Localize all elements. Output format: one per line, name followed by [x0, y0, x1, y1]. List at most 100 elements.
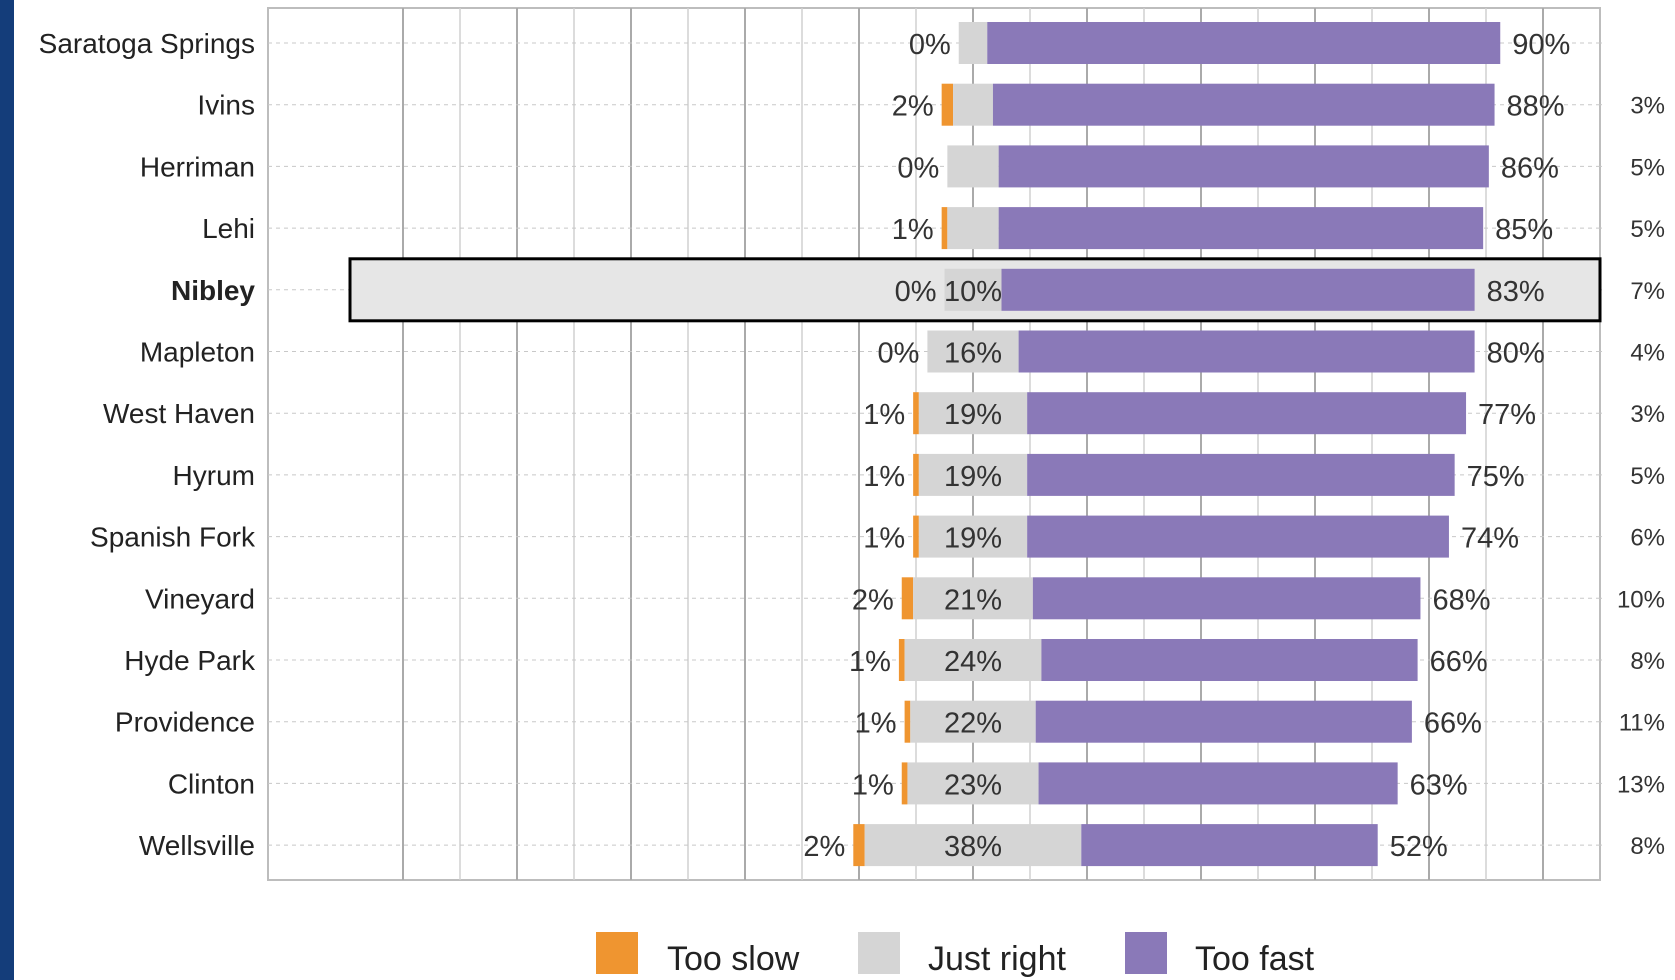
legend-swatch-2	[1125, 932, 1167, 974]
category-label-0: Saratoga Springs	[39, 28, 255, 59]
bar-too-fast-5	[1018, 330, 1475, 373]
too-fast-value-8: 74%	[1461, 523, 1519, 555]
category-label-6: West Haven	[103, 398, 255, 429]
category-label-1: Ivins	[197, 90, 255, 121]
too-slow-value-7: 1%	[863, 461, 905, 493]
bar-just-right-13	[864, 824, 1082, 867]
bar-too-slow-11	[904, 700, 911, 743]
bar-too-slow-6	[913, 392, 919, 435]
category-label-9: Vineyard	[145, 583, 255, 614]
right-column-value-3: 5%	[1630, 216, 1665, 243]
bar-just-right-2	[947, 145, 999, 188]
bar-just-right-6	[918, 392, 1028, 435]
too-fast-value-13: 52%	[1390, 831, 1448, 863]
bar-just-right-8	[918, 515, 1028, 558]
bar-just-right-0	[958, 22, 988, 64]
bar-too-fast-11	[1035, 700, 1412, 743]
bar-too-slow-3	[941, 207, 948, 250]
category-label-5: Mapleton	[140, 337, 255, 368]
just-right-value-13: 38%	[944, 831, 1002, 863]
too-fast-value-12: 63%	[1410, 769, 1468, 801]
too-fast-value-5: 80%	[1487, 338, 1545, 370]
too-fast-value-3: 85%	[1495, 214, 1553, 246]
bar-too-slow-12	[901, 762, 908, 805]
bar-too-fast-9	[1032, 577, 1421, 620]
too-fast-value-2: 86%	[1501, 152, 1559, 184]
just-right-value-9: 21%	[944, 584, 1002, 616]
bar-too-fast-3	[998, 207, 1484, 250]
category-label-10: Hyde Park	[124, 645, 256, 676]
too-fast-value-7: 75%	[1467, 461, 1525, 493]
bar-just-right-11	[910, 700, 1036, 743]
just-right-value-6: 19%	[944, 399, 1002, 431]
right-column-value-11: 11%	[1619, 710, 1665, 737]
too-fast-value-9: 68%	[1432, 584, 1490, 616]
bar-just-right-9	[913, 577, 1033, 620]
legend-label-1: Just right	[928, 940, 1066, 978]
bar-just-right-7	[918, 453, 1028, 496]
category-label-12: Clinton	[168, 768, 255, 799]
too-slow-value-6: 1%	[863, 399, 905, 431]
bar-too-slow-8	[913, 515, 919, 558]
too-slow-value-2: 0%	[897, 152, 939, 184]
category-label-2: Herriman	[140, 151, 255, 182]
bar-just-right-3	[947, 207, 999, 250]
too-slow-value-9: 2%	[852, 584, 894, 616]
bar-just-right-1	[953, 83, 993, 126]
bar-too-fast-10	[1041, 639, 1418, 681]
just-right-value-11: 22%	[944, 708, 1002, 740]
right-column-value-1: 3%	[1630, 93, 1665, 120]
just-right-value-7: 19%	[944, 461, 1002, 493]
right-column-value-8: 6%	[1630, 525, 1665, 552]
bar-too-fast-1	[992, 83, 1495, 126]
too-fast-value-1: 88%	[1507, 91, 1565, 123]
bar-just-right-4	[944, 268, 1002, 311]
category-label-4: Nibley	[171, 275, 255, 306]
too-slow-value-1: 2%	[892, 91, 934, 123]
too-slow-value-13: 2%	[803, 831, 845, 863]
too-fast-value-10: 66%	[1430, 646, 1488, 678]
just-right-value-8: 19%	[944, 523, 1002, 555]
legend-swatch-0	[596, 932, 638, 974]
too-slow-value-0: 0%	[909, 29, 951, 61]
right-column-value-5: 4%	[1630, 340, 1665, 367]
bar-just-right-5	[927, 330, 1019, 373]
bar-too-fast-2	[998, 145, 1489, 188]
too-slow-value-10: 1%	[849, 646, 891, 678]
category-label-8: Spanish Fork	[90, 522, 256, 553]
plot-area	[267, 7, 1601, 881]
bar-too-slow-10	[898, 639, 905, 681]
too-fast-value-4: 83%	[1487, 276, 1545, 308]
too-slow-value-5: 0%	[877, 338, 919, 370]
too-slow-value-12: 1%	[852, 769, 894, 801]
bar-too-fast-4	[1001, 268, 1475, 311]
too-fast-value-6: 77%	[1478, 399, 1536, 431]
bar-too-slow-13	[853, 824, 865, 867]
bar-too-fast-6	[1027, 392, 1467, 435]
just-right-value-5: 16%	[944, 338, 1002, 370]
category-label-13: Wellsville	[139, 830, 255, 861]
bar-too-slow-9	[901, 577, 914, 620]
just-right-value-12: 23%	[944, 769, 1002, 801]
left-edge-bar	[0, 0, 14, 980]
too-fast-value-0: 90%	[1512, 29, 1570, 61]
right-column-value-2: 5%	[1630, 154, 1665, 181]
too-slow-value-11: 1%	[855, 708, 897, 740]
bar-too-slow-1	[941, 83, 954, 126]
bar-just-right-12	[907, 762, 1039, 805]
category-label-3: Lehi	[202, 213, 255, 244]
right-column-value-6: 3%	[1630, 401, 1665, 428]
too-slow-value-8: 1%	[863, 523, 905, 555]
category-label-7: Hyrum	[173, 460, 255, 491]
bar-too-slow-7	[913, 453, 919, 496]
right-column-value-13: 8%	[1630, 833, 1665, 860]
right-column-value-12: 13%	[1617, 771, 1665, 798]
just-right-value-10: 24%	[944, 646, 1002, 678]
legend-label-0: Too slow	[667, 940, 800, 978]
bar-too-fast-8	[1027, 515, 1449, 558]
right-column-value-7: 5%	[1630, 463, 1665, 490]
bar-too-fast-0	[987, 22, 1501, 64]
bar-too-fast-12	[1038, 762, 1398, 805]
